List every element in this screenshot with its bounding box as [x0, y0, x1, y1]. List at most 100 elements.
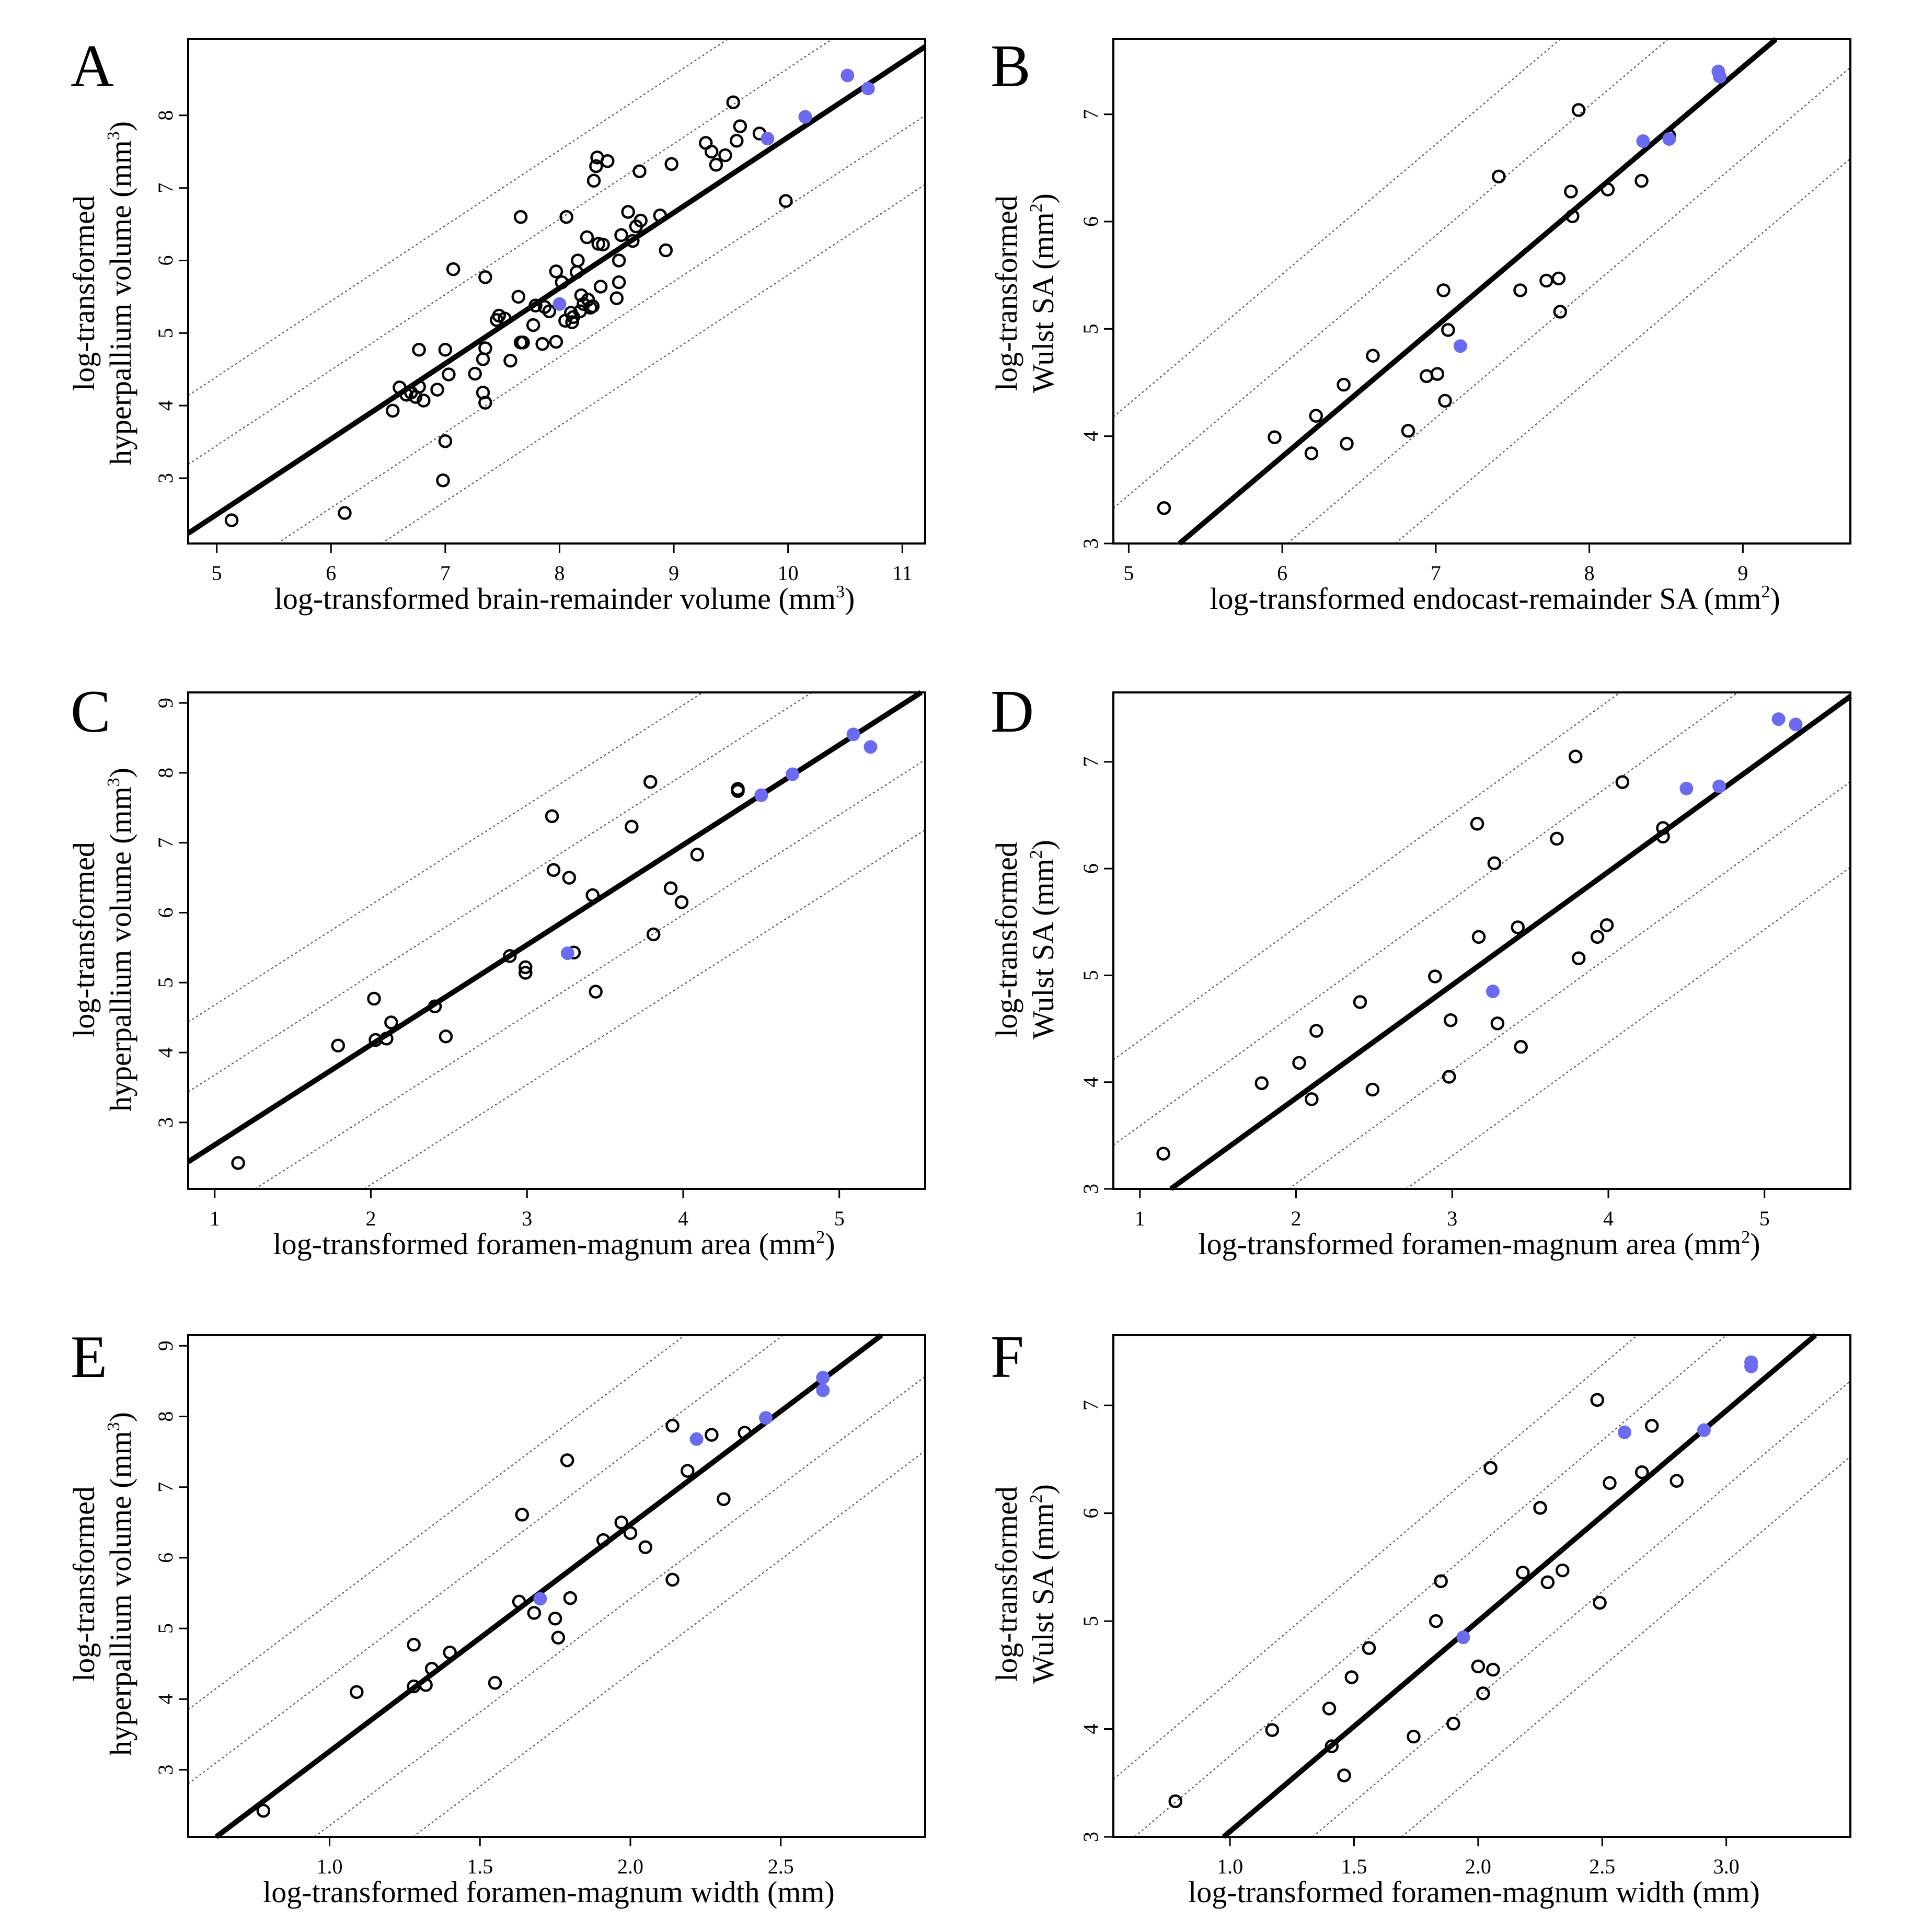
- panel-label: A: [71, 33, 114, 99]
- y-tick-label: 3: [154, 1117, 177, 1128]
- panel-label: F: [991, 1324, 1024, 1390]
- data-point: [571, 253, 585, 268]
- data-point: [663, 881, 678, 895]
- highlight-point: [1713, 70, 1727, 84]
- y-tick-label: 8: [154, 768, 177, 778]
- data-point: [412, 379, 426, 394]
- data-point: [512, 1594, 526, 1609]
- y-tick-label: 5: [1079, 1616, 1102, 1626]
- band-line: [412, 1450, 926, 1837]
- y-tick-label: 6: [154, 255, 177, 265]
- data-point: [1564, 184, 1578, 199]
- data-point: [526, 318, 540, 332]
- panel-a: A log-transformed hyperpallium volume (m…: [67, 33, 927, 616]
- data-point: [1593, 1595, 1607, 1610]
- data-point: [596, 1533, 611, 1547]
- y-axis-label-line1: log-transformed: [67, 1486, 101, 1682]
- data-point: [548, 1611, 562, 1626]
- data-point: [731, 784, 745, 798]
- regression-line: [187, 44, 927, 536]
- y-axis-label-line1: log-transformed: [989, 1486, 1023, 1682]
- data-point: [681, 1464, 695, 1478]
- data-point: [1157, 501, 1171, 515]
- data-point: [1533, 1501, 1547, 1515]
- data-point: [256, 1803, 271, 1818]
- band-line: [1401, 1456, 1851, 1837]
- highlight-point: [861, 82, 875, 96]
- data-point: [1656, 829, 1670, 844]
- x-axis-label: log-transformed foramen-magnum width (mm…: [1188, 1875, 1760, 1909]
- y-axis-label-line1: log-transformed: [67, 195, 101, 391]
- highlight-point: [1744, 1359, 1758, 1373]
- data-point: [612, 253, 626, 268]
- band-line: [1395, 158, 1851, 544]
- data-point: [601, 154, 615, 168]
- highlight-point: [533, 1592, 547, 1606]
- data-point: [442, 367, 456, 381]
- y-tick-label: 8: [154, 110, 177, 121]
- data-point: [367, 991, 381, 1006]
- data-point: [338, 506, 352, 520]
- x-tick-label: 8: [554, 561, 565, 585]
- data-point: [705, 1428, 719, 1442]
- y-axis-label-line1: log-transformed: [67, 842, 101, 1037]
- y-tick-label: 6: [154, 907, 177, 918]
- y-tick-label: 4: [154, 1694, 177, 1704]
- y-tick-label: 5: [154, 1623, 177, 1634]
- band-line: [188, 692, 704, 1023]
- y-tick-label: 3: [1079, 1832, 1102, 1842]
- data-point: [563, 1591, 578, 1605]
- data-point: [384, 1015, 398, 1029]
- data-point: [1516, 1565, 1530, 1580]
- data-point: [1490, 1016, 1505, 1031]
- data-point: [626, 234, 640, 248]
- y-tick-label: 7: [154, 838, 177, 848]
- band-line: [1113, 39, 1561, 418]
- data-point: [709, 157, 723, 172]
- y-tick-label: 6: [1079, 216, 1102, 227]
- data-point: [625, 819, 639, 834]
- x-axis-label: log-transformed foramen-magnum width (mm…: [263, 1875, 835, 1909]
- data-point: [1476, 1686, 1490, 1700]
- x-tick-label: 7: [440, 561, 451, 585]
- data-point: [1571, 951, 1586, 965]
- data-point: [519, 960, 533, 975]
- highlight-point: [864, 740, 878, 754]
- highlight-point: [816, 1371, 830, 1385]
- data-point: [438, 343, 453, 357]
- plot-area: 5 6 7 8 9 10 11 3 4 5 6 7 8: [154, 38, 927, 585]
- data-point: [609, 291, 624, 305]
- data-point: [1471, 930, 1486, 944]
- panel-b: B log-transformed Wulst SA (mm2) log-tra…: [989, 33, 1851, 616]
- data-point: [1340, 436, 1354, 451]
- data-point: [586, 173, 601, 188]
- data-point: [231, 1156, 245, 1170]
- data-point: [585, 299, 600, 314]
- y-axis-label-line1: log-transformed: [989, 195, 1023, 391]
- data-point: [419, 1678, 433, 1692]
- highlight-point: [1617, 1425, 1631, 1439]
- data-point: [1438, 394, 1452, 408]
- y-tick-label: 7: [154, 183, 177, 193]
- data-point: [1644, 1419, 1659, 1433]
- data-point: [1599, 918, 1614, 932]
- data-point: [1430, 367, 1445, 381]
- panel-label: D: [991, 678, 1034, 745]
- band-line: [1406, 866, 1851, 1189]
- data-point: [446, 262, 461, 276]
- data-point: [733, 119, 747, 133]
- data-point: [1292, 1056, 1306, 1070]
- regression-line: [1169, 694, 1852, 1191]
- plot-area: 1 2 3 4 5 3 4 5 6 7: [1079, 691, 1852, 1230]
- data-point: [555, 275, 569, 290]
- plot-frame: [187, 38, 926, 545]
- y-tick-label: 5: [1079, 323, 1102, 334]
- x-axis-label: log-transformed endocast-remainder SA (m…: [1210, 582, 1780, 616]
- y-tick-label: 7: [1079, 109, 1102, 120]
- data-point: [468, 366, 482, 381]
- highlight-point: [754, 788, 768, 802]
- x-axis-label: log-transformed foramen-magnum area (mm2…: [273, 1227, 835, 1261]
- data-point: [1268, 430, 1282, 444]
- data-point: [659, 243, 673, 258]
- data-point: [1337, 1768, 1351, 1783]
